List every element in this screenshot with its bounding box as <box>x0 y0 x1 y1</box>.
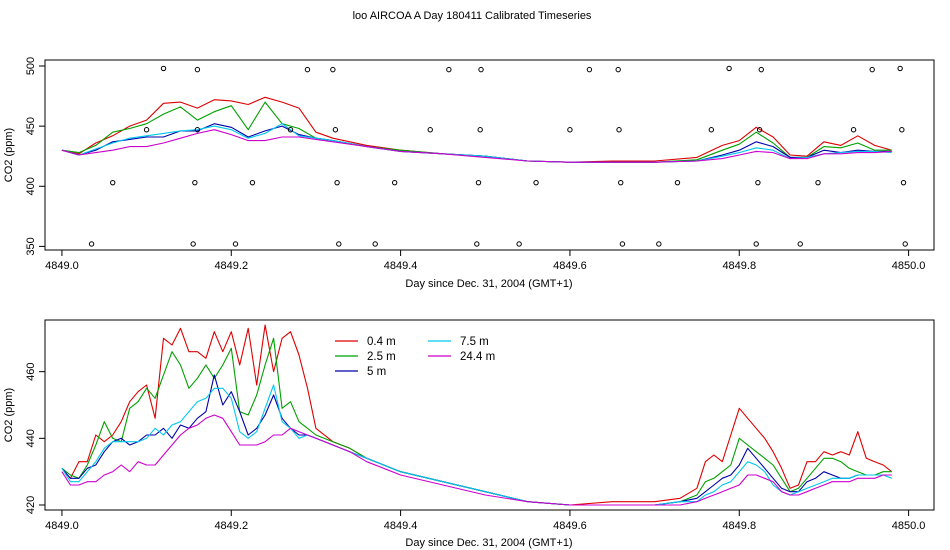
legend: 0.4 m 2.5 m 5 m 7.5 m 24.4 m <box>335 336 495 378</box>
calibration-marker <box>902 241 908 247</box>
calibration-marker <box>516 241 522 247</box>
calibration-marker <box>192 179 198 186</box>
calibration-marker <box>615 66 621 73</box>
calibration-marker <box>797 241 803 247</box>
calibration-marker <box>567 127 573 133</box>
top-y-tick-label: 450 <box>25 117 37 135</box>
top-x-tick-label: 4849.4 <box>384 260 418 272</box>
calibration-marker <box>586 66 593 73</box>
calibration-marker <box>249 179 256 186</box>
bottom-x-tick-label: 4849.2 <box>214 520 248 532</box>
bottom-x-tick-label: 4849.0 <box>45 520 79 532</box>
calibration-marker <box>708 127 715 133</box>
calibration-marker <box>899 127 905 133</box>
calibration-marker <box>372 241 378 247</box>
calibration-marker <box>619 241 626 247</box>
calibration-marker <box>446 66 452 73</box>
calibration-marker <box>478 66 484 73</box>
top-x-tick-label: 4849.0 <box>45 260 79 272</box>
calibration-marker <box>88 241 95 247</box>
legend-label-7.5m: 7.5 m <box>460 336 489 348</box>
calibration-marker <box>330 66 336 73</box>
legend-label-24.4m: 24.4 m <box>460 351 495 363</box>
top-plot-frame <box>44 59 935 251</box>
calibration-marker <box>334 179 340 186</box>
bottom-y-tick-label: 460 <box>25 362 37 380</box>
calibration-marker <box>755 179 761 186</box>
top-series-2.5m <box>61 101 892 163</box>
bottom-y-tick-label: 440 <box>25 429 37 447</box>
bottom-axis-ticks: 4849.0 4849.2 4849.4 4849.6 4849.8 4850.0 420 4… <box>25 362 925 532</box>
calibration-marker <box>726 65 732 72</box>
bottom-x-tick-label: 4849.6 <box>553 520 587 532</box>
calibration-marker <box>753 241 759 247</box>
top-panel: 4849.0 4849.2 4849.4 4849.6 4849.8 4850.0 350 4… <box>3 57 935 290</box>
top-x-tick-label: 4849.6 <box>553 260 587 272</box>
calibration-marker <box>427 127 433 133</box>
calibration-marker <box>533 179 539 186</box>
top-y-tick-label: 350 <box>25 237 37 255</box>
calibration-marker <box>758 66 764 73</box>
calibration-marker <box>336 241 342 247</box>
legend-label-2.5m: 2.5 m <box>367 351 396 363</box>
bottom-series-2.5m <box>61 337 892 506</box>
calibration-marker <box>850 127 857 133</box>
calibration-marker <box>194 127 201 133</box>
bottom-series-5m <box>61 374 892 506</box>
top-x-tick-label: 4849.2 <box>214 260 248 272</box>
calibration-marker <box>287 127 294 133</box>
top-y-tick-label: 400 <box>25 177 37 195</box>
calibration-marker <box>815 179 821 186</box>
bottom-y-axis-title: CO2 (ppm) <box>3 388 15 442</box>
legend-label-0.4m: 0.4 m <box>367 336 396 348</box>
bottom-x-axis-title: Day since Dec. 31, 2004 (GMT+1) <box>405 537 572 549</box>
top-x-tick-label: 4850.0 <box>892 260 926 272</box>
bottom-series-24.4m <box>61 414 892 506</box>
legend-label-5m: 5 m <box>367 366 386 378</box>
top-axis-ticks: 4849.0 4849.2 4849.4 4849.6 4849.8 4850.0 350 4… <box>25 57 925 272</box>
bottom-y-tick-label: 420 <box>25 496 37 514</box>
calibration-marker <box>756 127 763 133</box>
chart-title: loo AIRCOA A Day 180411 Calibrated Times… <box>353 10 592 22</box>
calibration-marker <box>304 66 311 73</box>
calibration-marker <box>194 66 201 73</box>
calibration-marker <box>474 241 480 247</box>
bottom-x-tick-label: 4850.0 <box>892 520 926 532</box>
calibration-marker <box>616 127 622 133</box>
calibration-marker <box>190 241 196 247</box>
calibration-marker <box>143 127 150 133</box>
top-y-axis-title: CO2 (ppm) <box>3 128 15 182</box>
top-x-axis-title: Day since Dec. 31, 2004 (GMT+1) <box>405 278 572 290</box>
calibration-marker <box>900 179 907 186</box>
calibration-marker <box>674 179 681 186</box>
bottom-x-tick-label: 4849.4 <box>384 520 418 532</box>
calibration-marker <box>477 127 483 133</box>
calibration-marker <box>656 241 662 247</box>
top-series-24.4m <box>61 129 892 163</box>
calibration-marker <box>391 179 398 186</box>
top-series-lines <box>61 96 892 163</box>
calibration-marker <box>897 65 903 72</box>
bottom-panel: 4849.0 4849.2 4849.4 4849.6 4849.8 4850.0 420 4… <box>3 319 935 549</box>
calibration-marker <box>110 179 116 186</box>
bottom-plot-frame <box>44 319 935 511</box>
calibration-marker <box>475 179 482 186</box>
top-calibration-markers <box>88 65 908 247</box>
calibration-marker <box>869 66 875 73</box>
calibration-marker <box>160 65 167 72</box>
calibration-marker <box>618 179 624 186</box>
bottom-x-tick-label: 4849.8 <box>722 520 756 532</box>
calibration-marker <box>332 127 339 133</box>
top-y-tick-label: 500 <box>25 57 37 75</box>
bottom-series-7.5m <box>61 384 892 506</box>
bottom-series-lines <box>61 324 893 506</box>
calibration-marker <box>232 241 239 247</box>
top-x-tick-label: 4849.8 <box>722 260 756 272</box>
